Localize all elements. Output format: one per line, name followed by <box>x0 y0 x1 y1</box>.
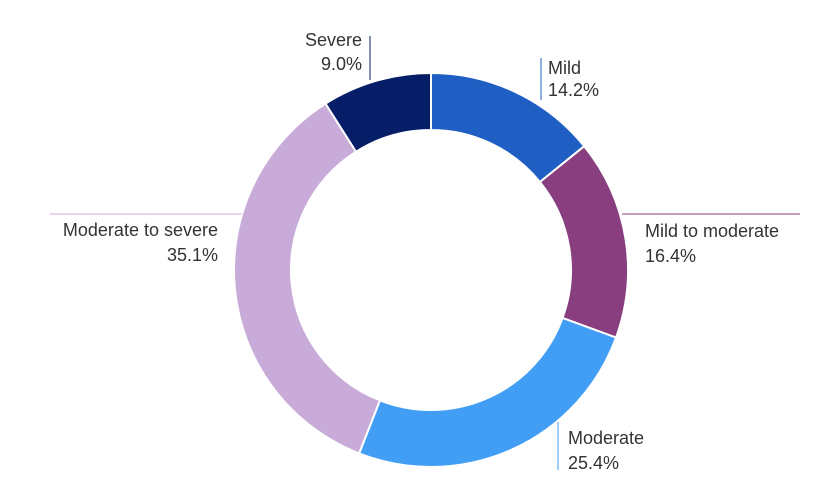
label-mild-value: 14.2% <box>548 80 599 100</box>
label-moderate-name: Moderate <box>568 428 644 448</box>
label-mild-name: Mild <box>548 58 581 78</box>
label-moderate-value: 25.4% <box>568 453 619 473</box>
label-severe-name: Severe <box>305 30 362 50</box>
slice-moderate-to-severe <box>233 102 382 455</box>
label-mild-to-moderate-value: 16.4% <box>645 246 696 266</box>
leader-lines <box>50 36 800 470</box>
label-mild-to-moderate-name: Mild to moderate <box>645 221 779 241</box>
label-moderate-to-severe-value: 35.1% <box>167 245 218 265</box>
label-moderate-to-severe-name: Moderate to severe <box>63 220 218 240</box>
slice-mild-to-moderate <box>538 144 629 339</box>
label-severe-value: 9.0% <box>321 54 362 74</box>
slice-severe <box>324 71 432 154</box>
donut-slices <box>233 71 629 468</box>
